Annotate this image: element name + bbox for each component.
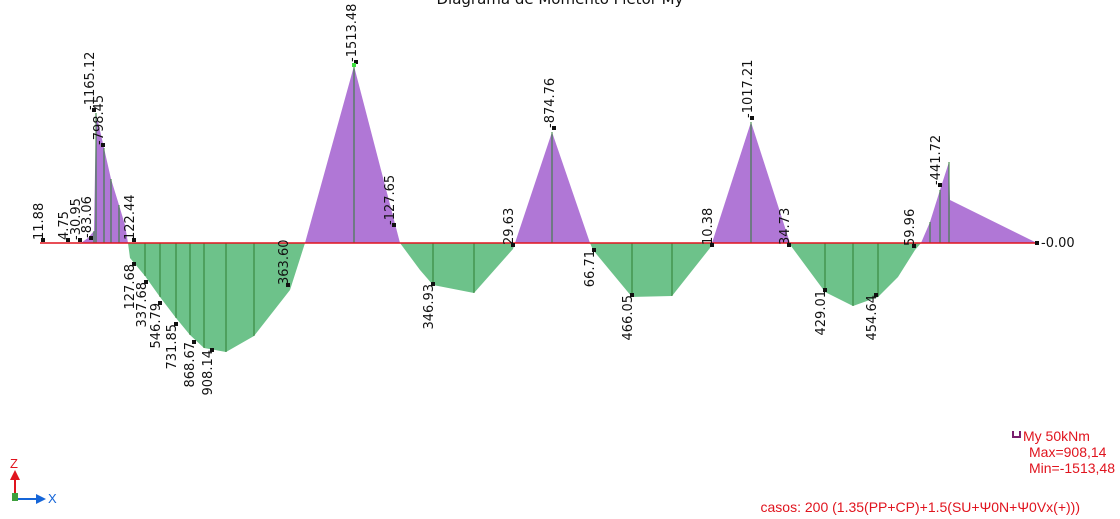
value-marker [89, 236, 93, 240]
value-label: 363.60 [277, 240, 292, 286]
value-marker [286, 283, 290, 287]
value-label: -0.00 [1041, 236, 1075, 251]
value-label: 731.85 [165, 324, 180, 370]
value-marker [41, 238, 45, 242]
value-label: 122.44 [123, 195, 138, 241]
value-label: 868.67 [183, 342, 198, 388]
value-label: -30.95 [69, 198, 84, 240]
value-marker [132, 238, 136, 242]
value-marker [912, 244, 916, 248]
legend: My 50kNm Max=908,14 Min=-1513,48 [1012, 428, 1115, 476]
value-marker [630, 293, 634, 297]
value-label: -127.65 [383, 175, 398, 225]
value-label: -874.76 [543, 78, 558, 128]
positive-region [790, 243, 921, 306]
value-marker [92, 108, 96, 112]
moment-diagram-icon [1012, 431, 1021, 438]
x-arrow-icon [36, 494, 46, 504]
value-marker [1035, 241, 1039, 245]
value-label: 29.63 [502, 208, 517, 245]
value-label: 66.71 [583, 250, 598, 287]
x-axis-label: X [48, 491, 57, 506]
value-label: 429.01 [814, 290, 829, 336]
z-axis-label: Z [10, 456, 18, 471]
value-marker [174, 322, 178, 326]
value-marker [750, 116, 754, 120]
value-marker [552, 126, 556, 130]
value-label: -798.45 [92, 95, 107, 145]
legend-label: My 50kNm [1023, 428, 1090, 444]
value-label: -1017.21 [741, 60, 756, 118]
value-label: -441.72 [929, 135, 944, 185]
positive-region [128, 243, 305, 352]
hatch-lines [93, 66, 950, 352]
value-marker [144, 280, 148, 284]
value-label: 127.68 [123, 264, 138, 310]
value-markers [41, 60, 1039, 352]
legend-max: Max=908,14 [1029, 444, 1107, 460]
value-label: 454.64 [865, 295, 880, 341]
value-marker [132, 262, 136, 266]
value-marker [823, 288, 827, 292]
max-marker [352, 63, 356, 67]
value-marker [938, 183, 942, 187]
value-label: -1513.48 [345, 4, 360, 62]
top-title: Diagrama de Momento Fletor My [436, 0, 683, 8]
load-case-label: casos: 200 (1.35(PP+CP)+1.5(SU+Ψ0N+Ψ0Vx(… [761, 499, 1080, 515]
value-marker [874, 293, 878, 297]
value-label: -83.06 [80, 196, 95, 238]
value-label: 908.14 [201, 350, 216, 396]
positive-region [590, 243, 712, 297]
value-marker [66, 238, 70, 242]
value-label: 4.75 [57, 211, 72, 240]
value-marker [511, 243, 515, 247]
value-label: 59.96 [903, 209, 918, 246]
value-marker [592, 248, 596, 252]
value-label: 11.88 [32, 203, 47, 240]
value-labels: 11.88 4.75-30.95-83.06 -1165.12-798.45 122.… [32, 4, 1075, 396]
value-marker [710, 243, 714, 247]
value-marker [787, 243, 791, 247]
negative-region [305, 66, 400, 243]
value-label: -1165.12 [83, 52, 98, 110]
value-label: 466.05 [621, 295, 636, 341]
positive-region [400, 243, 515, 293]
value-marker [78, 238, 82, 242]
negative-region [921, 162, 1037, 243]
value-marker [354, 60, 358, 64]
value-marker [158, 301, 162, 305]
value-marker [392, 223, 396, 227]
value-marker [431, 282, 435, 286]
value-label: 34.73 [778, 208, 793, 245]
z-arrow-icon [10, 470, 20, 480]
value-label: 346.93 [422, 284, 437, 330]
value-marker [210, 348, 214, 352]
value-marker [101, 143, 105, 147]
value-label: 546.79 [149, 303, 164, 349]
value-marker [192, 340, 196, 344]
value-label: 10.38 [701, 208, 716, 245]
legend-min: Min=-1513,48 [1029, 460, 1115, 476]
value-label: 337.68 [135, 282, 150, 328]
axis-gizmo: Z X [10, 456, 57, 506]
